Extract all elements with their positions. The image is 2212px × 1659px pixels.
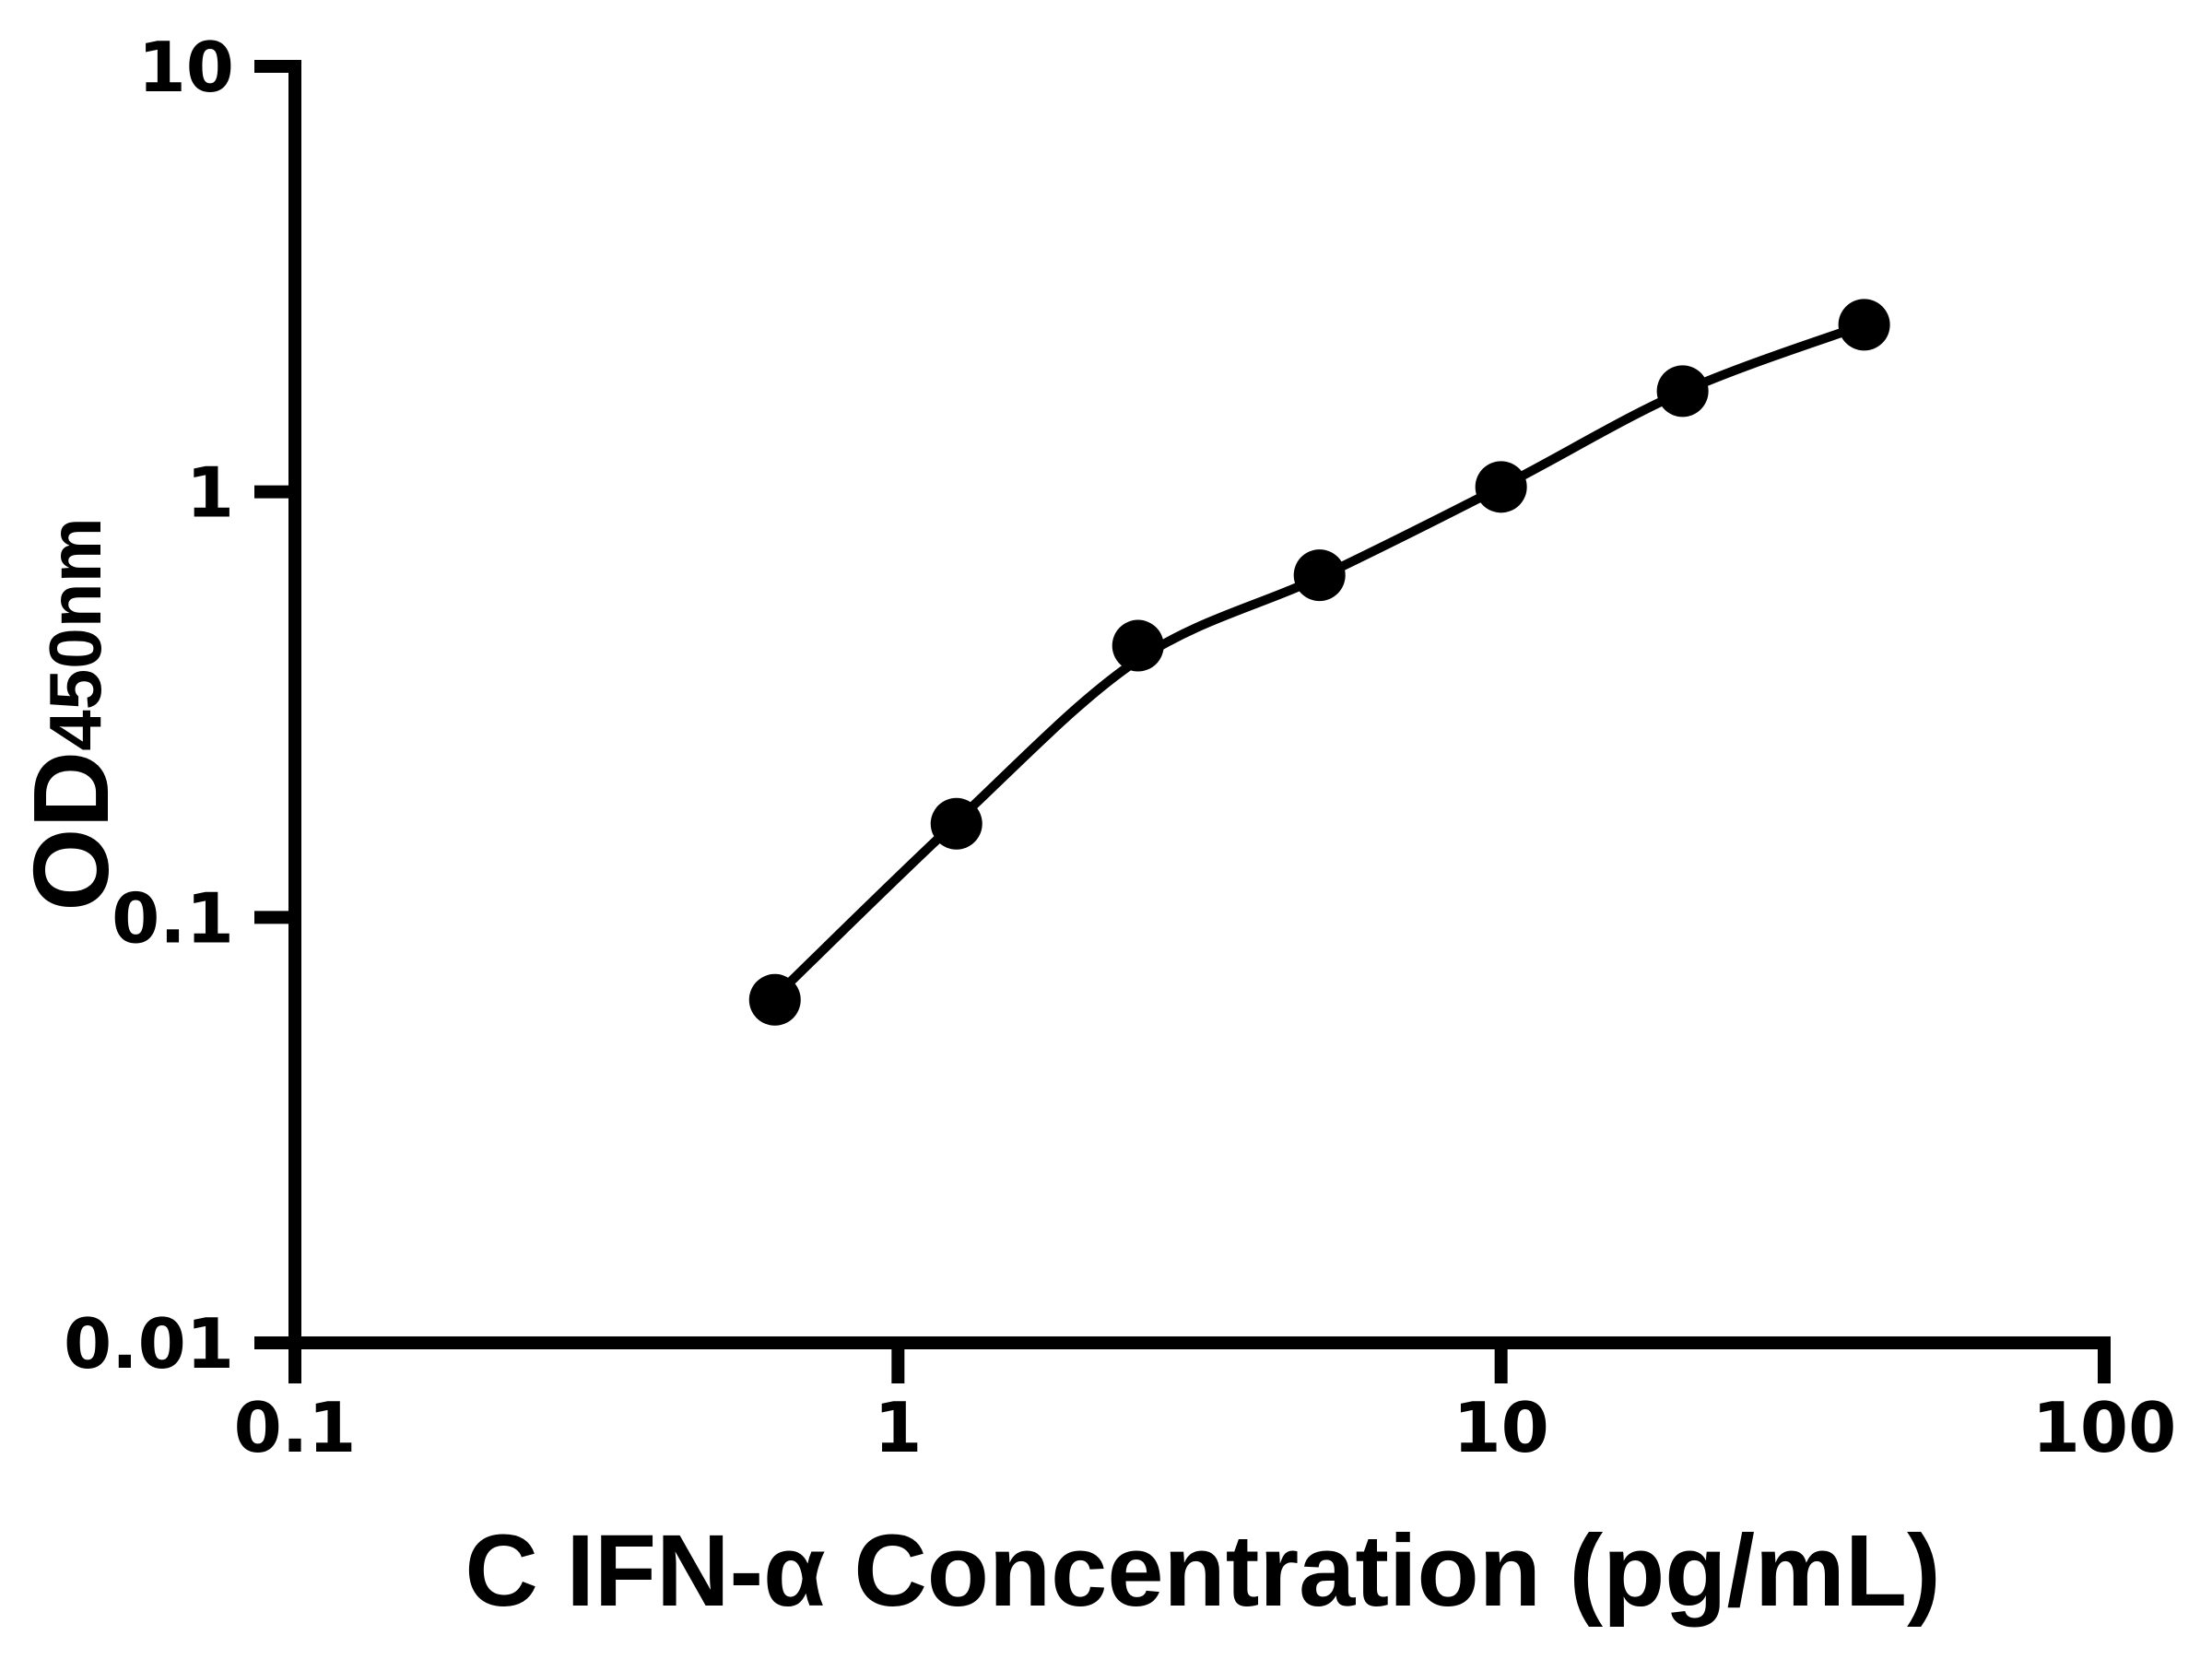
data-point-marker — [1656, 365, 1709, 418]
x-tick-label: 0.1 — [234, 1387, 357, 1468]
data-point-marker — [930, 797, 982, 850]
y-axis-ticks — [254, 59, 289, 1349]
y-tick-label: 0.01 — [64, 1303, 234, 1384]
x-tick-label: 1 — [874, 1387, 922, 1468]
data-point-marker — [748, 973, 801, 1026]
fitted-curve-path — [770, 320, 1869, 1002]
data-points — [748, 299, 1890, 1026]
data-point-marker — [1475, 461, 1527, 513]
x-tick-label: 100 — [2032, 1387, 2177, 1468]
x-tick-label: 10 — [1453, 1387, 1548, 1468]
y-axis-title-subscript: 450nm — [34, 517, 116, 750]
y-axis-title-main: OD — [11, 751, 131, 912]
y-tick-label: 10 — [138, 27, 234, 108]
data-point-marker — [1838, 299, 1890, 351]
fitted-curve — [770, 320, 1869, 1002]
y-tick-label: 1 — [186, 453, 234, 534]
y-axis-title: OD450nm — [11, 517, 131, 911]
x-axis-title: C IFN-α Concentration (pg/mL) — [465, 1514, 1940, 1628]
y-tick-label: 0.1 — [112, 877, 234, 959]
data-point-marker — [1293, 549, 1346, 602]
x-axis-tick-labels: 0.1 1 10 100 — [234, 1387, 2177, 1468]
data-point-marker — [1112, 619, 1164, 672]
y-axis-tick-labels: 0.01 0.1 1 10 — [64, 27, 234, 1384]
x-axis-ticks — [288, 1343, 2111, 1383]
